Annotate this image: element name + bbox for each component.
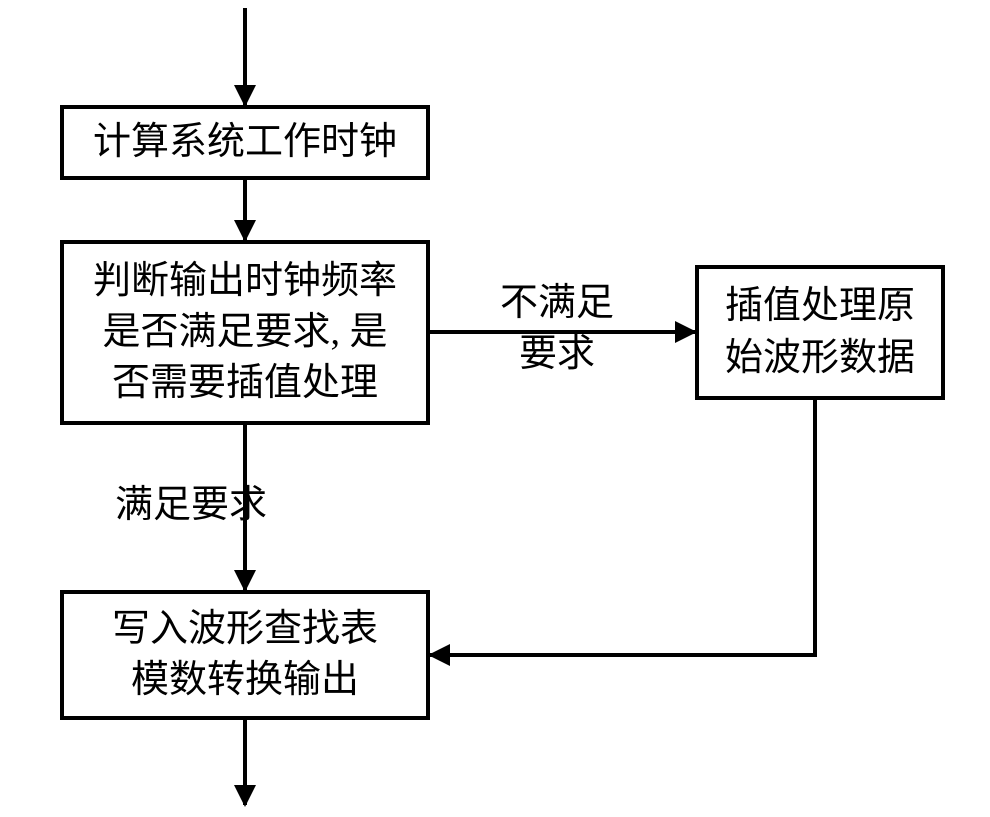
node-interpolate-label: 插值处理原始波形数据 [713,273,927,392]
node-write-lut: 写入波形查找表模数转换输出 [60,590,430,720]
edge-label-not-satisfied: 不满足要求 [500,278,614,381]
edge-label-satisfied: 满足要求 [115,480,267,531]
node-compute-clock-label: 计算系统工作时钟 [81,109,409,176]
node-check-frequency-label: 判断输出时钟频率是否满足要求, 是否需要插值处理 [81,248,409,418]
node-interpolate: 插值处理原始波形数据 [695,265,945,400]
node-write-lut-label: 写入波形查找表模数转换输出 [100,596,390,715]
node-compute-clock: 计算系统工作时钟 [60,105,430,180]
edge-n3-n4 [430,400,815,655]
flowchart-canvas: 计算系统工作时钟 判断输出时钟频率是否满足要求, 是否需要插值处理 插值处理原始… [0,0,990,817]
node-check-frequency: 判断输出时钟频率是否满足要求, 是否需要插值处理 [60,240,430,425]
